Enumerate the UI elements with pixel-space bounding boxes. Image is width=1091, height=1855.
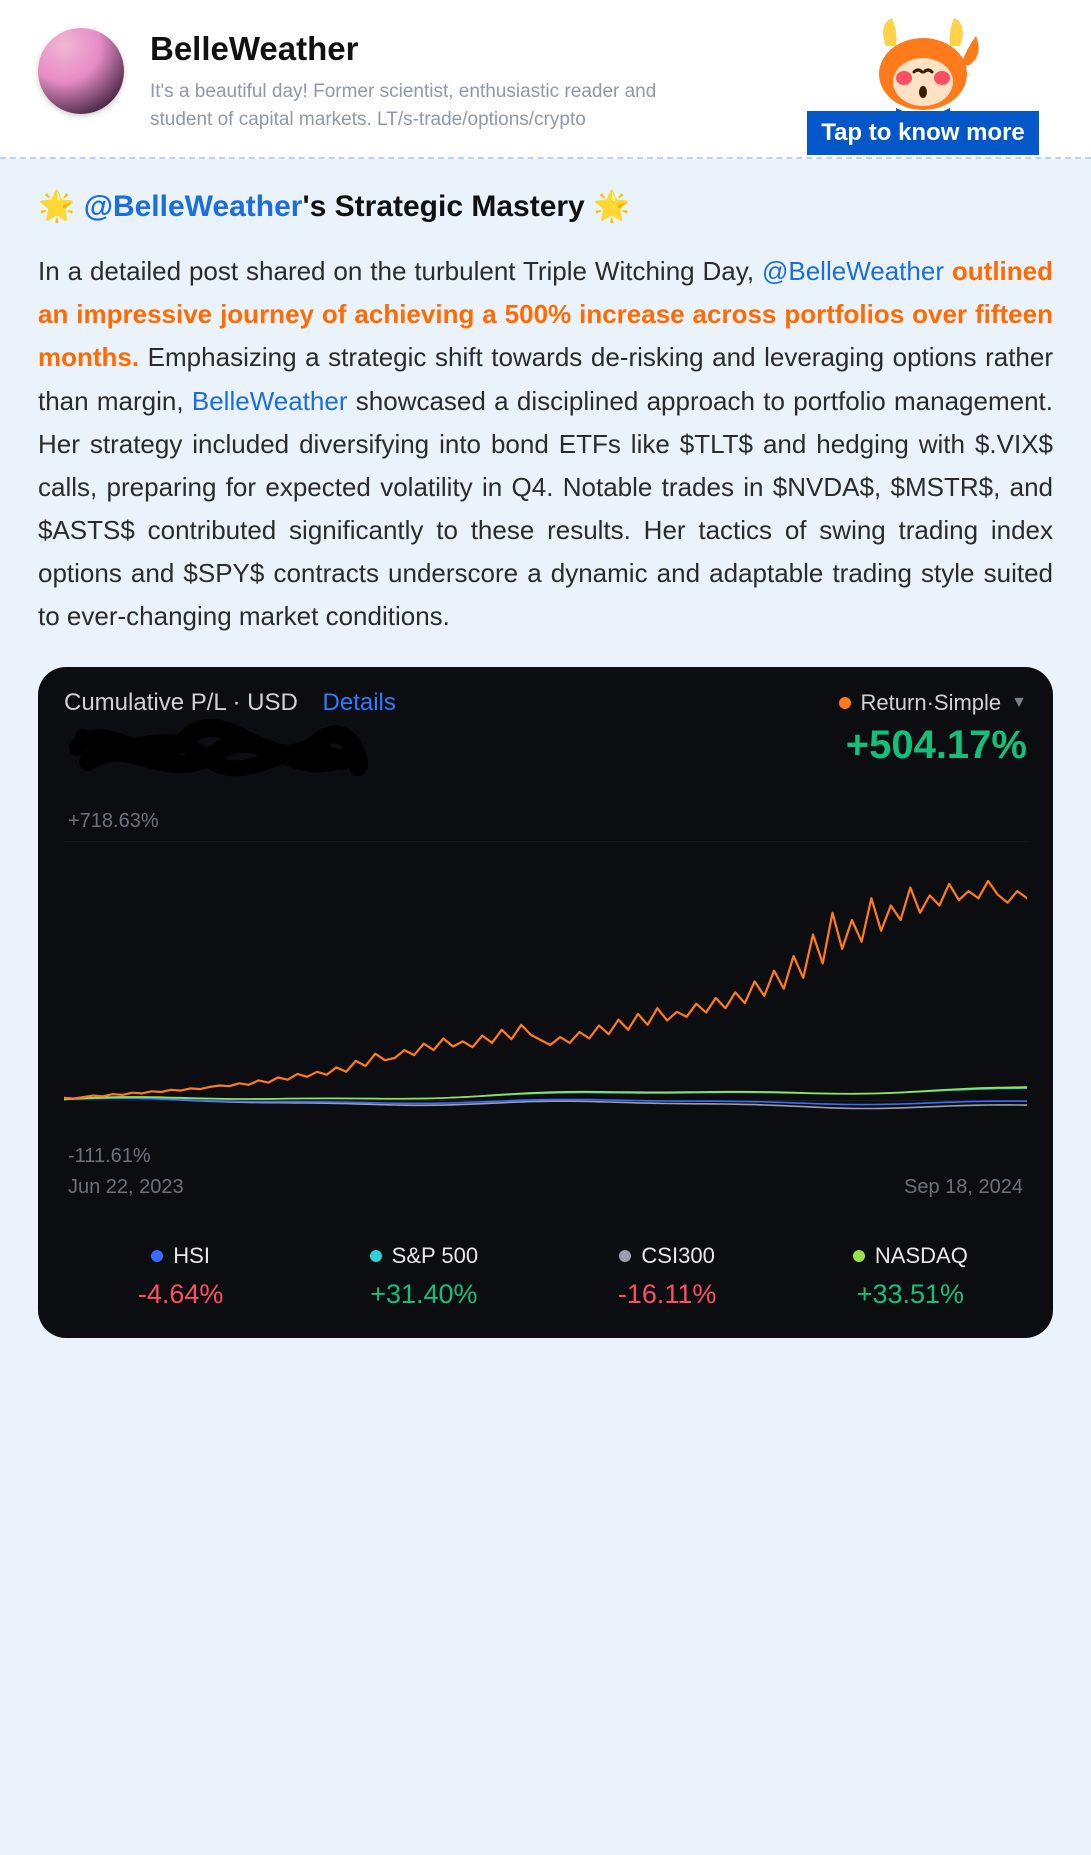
mascot-cta[interactable]: Tap to know more bbox=[793, 6, 1053, 155]
redaction-scribble bbox=[68, 707, 368, 787]
avatar[interactable] bbox=[38, 28, 124, 114]
legend-dot-icon bbox=[619, 1250, 631, 1262]
legend-item[interactable]: HSI -4.64% bbox=[101, 1243, 261, 1310]
legend-label: NASDAQ bbox=[830, 1243, 990, 1269]
legend-value: +31.40% bbox=[344, 1279, 504, 1310]
legend-name: NASDAQ bbox=[875, 1243, 968, 1269]
mode-dot-icon bbox=[839, 697, 851, 709]
legend-name: S&P 500 bbox=[392, 1243, 478, 1269]
x-axis: Jun 22, 2023 Sep 18, 2024 bbox=[68, 1176, 1023, 1199]
legend-item[interactable]: CSI300 -16.11% bbox=[587, 1243, 747, 1310]
legend-value: -16.11% bbox=[587, 1279, 747, 1310]
cta-button[interactable]: Tap to know more bbox=[807, 111, 1039, 155]
legend-value: +33.51% bbox=[830, 1279, 990, 1310]
bio: It's a beautiful day! Former scientist, … bbox=[150, 78, 710, 133]
sparkle-icon: 🌟 bbox=[593, 190, 630, 223]
chart-mode-label: Return·Simple bbox=[861, 690, 1002, 716]
para-mention1[interactable]: @BelleWeather bbox=[762, 256, 944, 286]
legend-item[interactable]: NASDAQ +33.51% bbox=[830, 1243, 990, 1310]
headline-suffix: 's Strategic Mastery bbox=[302, 190, 584, 223]
bull-mascot-icon bbox=[858, 6, 988, 116]
legend-label: HSI bbox=[101, 1243, 261, 1269]
legend-name: HSI bbox=[173, 1243, 210, 1269]
performance-chart bbox=[64, 841, 1027, 1141]
profile-header: BelleWeather It's a beautiful day! Forme… bbox=[0, 0, 1091, 159]
legend-value: -4.64% bbox=[101, 1279, 261, 1310]
chevron-down-icon: ▼ bbox=[1011, 694, 1027, 712]
article-body: 🌟 @BelleWeather's Strategic Mastery 🌟 In… bbox=[0, 159, 1091, 1375]
chart-mode-selector[interactable]: Return·Simple ▼ bbox=[839, 690, 1027, 716]
legend-item[interactable]: S&P 500 +31.40% bbox=[344, 1243, 504, 1310]
legend-dot-icon bbox=[370, 1250, 382, 1262]
body-paragraph: In a detailed post shared on the turbule… bbox=[38, 250, 1053, 638]
x-start-label: Jun 22, 2023 bbox=[68, 1176, 184, 1199]
sparkle-icon: 🌟 bbox=[38, 190, 75, 223]
legend-label: S&P 500 bbox=[344, 1243, 504, 1269]
para-t3: showcased a disciplined approach to port… bbox=[38, 386, 1053, 632]
headline-mention[interactable]: @BelleWeather bbox=[84, 190, 303, 223]
para-mention2[interactable]: BelleWeather bbox=[192, 386, 348, 416]
para-t1: In a detailed post shared on the turbule… bbox=[38, 256, 762, 286]
headline: 🌟 @BelleWeather's Strategic Mastery 🌟 bbox=[38, 189, 1053, 224]
chart-card: Cumulative P/L · USD Details Return·Simp… bbox=[38, 667, 1053, 1338]
legend-dot-icon bbox=[151, 1250, 163, 1262]
x-end-label: Sep 18, 2024 bbox=[904, 1176, 1023, 1199]
legend-label: CSI300 bbox=[587, 1243, 747, 1269]
legend: HSI -4.64% S&P 500 +31.40% CSI300 -16.11% NASD… bbox=[64, 1243, 1027, 1310]
legend-name: CSI300 bbox=[641, 1243, 714, 1269]
legend-dot-icon bbox=[853, 1250, 865, 1262]
y-top-label: +718.63% bbox=[68, 810, 1027, 833]
y-bottom-label: -111.61% bbox=[68, 1145, 1027, 1168]
